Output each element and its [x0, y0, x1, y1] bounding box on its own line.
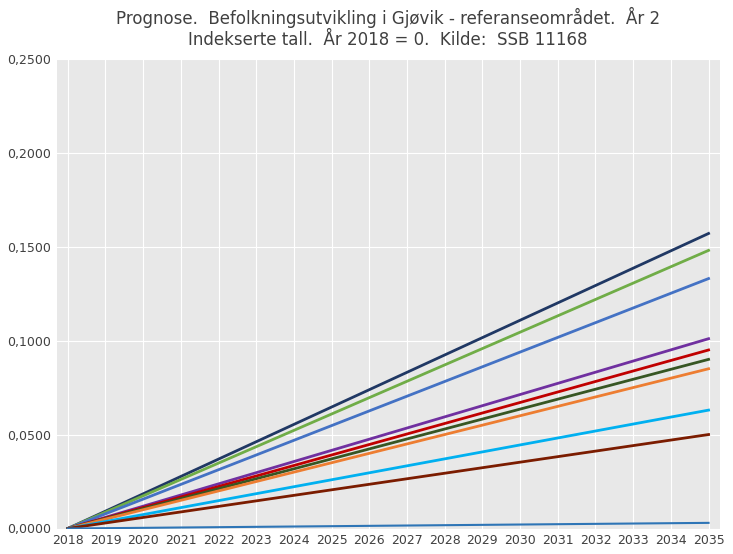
Title: Prognose.  Befolkningsutvikling i Gjøvik - referanseområdet.  År 2
Indekserte ta: Prognose. Befolkningsutvikling i Gjøvik … [116, 7, 660, 49]
